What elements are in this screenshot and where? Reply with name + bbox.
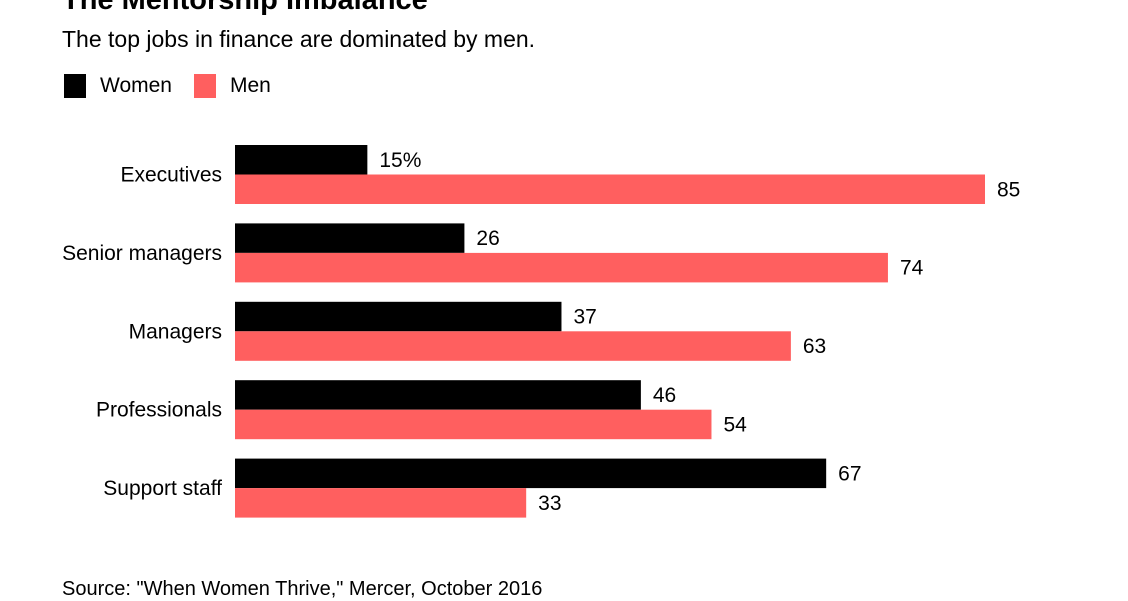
- bar-men: [235, 174, 985, 204]
- bar-men: [235, 488, 527, 518]
- source-note: Source: "When Women Thrive," Mercer, Oct…: [62, 578, 543, 600]
- legend-swatch-women: [64, 74, 86, 98]
- bar-women: [235, 380, 641, 410]
- category-label: Senior managers: [62, 242, 222, 265]
- chart-title: The Mentorship Imbalance: [62, 0, 428, 16]
- data-label: 33: [538, 492, 561, 515]
- data-label: 54: [723, 413, 747, 436]
- bar-women: [235, 301, 562, 332]
- legend-label-women: Women: [100, 74, 172, 97]
- category-label: Managers: [129, 320, 222, 343]
- legend: Women Men: [64, 74, 293, 98]
- data-label: 37: [573, 306, 596, 329]
- category-label: Executives: [120, 164, 222, 187]
- bar-men: [235, 252, 888, 283]
- legend-label-men: Men: [229, 74, 271, 97]
- data-label: 74: [900, 257, 924, 280]
- category-label: Professionals: [96, 399, 222, 422]
- category-label: Support staff: [103, 477, 222, 500]
- legend-swatch-men: [193, 74, 216, 98]
- bar-women: [235, 145, 368, 175]
- bar-men: [235, 331, 791, 361]
- legend-item-men: Men: [193, 74, 271, 98]
- data-label: 46: [653, 384, 676, 407]
- bar-men: [235, 409, 712, 440]
- data-label: 26: [476, 227, 499, 250]
- data-label: 15%: [379, 149, 421, 172]
- legend-item-women: Women: [64, 74, 172, 98]
- bar-women: [235, 223, 465, 253]
- data-label: 85: [997, 178, 1020, 201]
- chart-subtitle: The top jobs in finance are dominated by…: [62, 26, 536, 52]
- bar-women: [235, 458, 827, 489]
- data-label: 67: [838, 462, 861, 485]
- data-label: 63: [803, 335, 826, 358]
